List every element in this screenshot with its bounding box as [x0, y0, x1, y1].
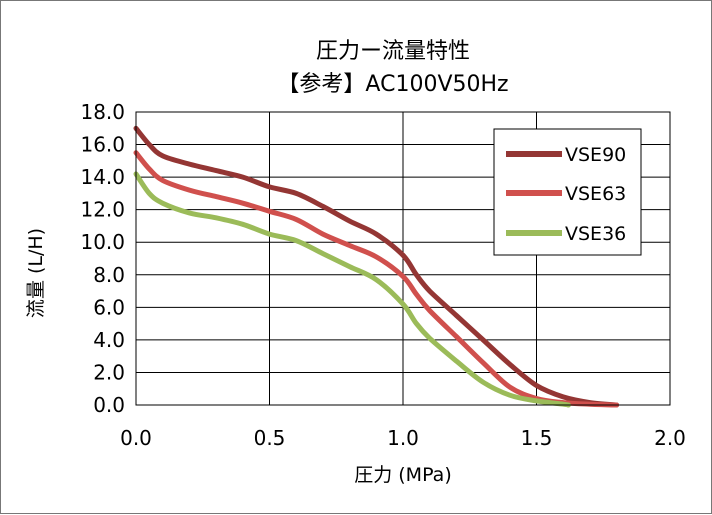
y-tick-label: 4.0: [93, 328, 125, 352]
x-tick-label: 1.0: [387, 426, 419, 450]
series-layer: [133, 125, 620, 408]
y-tick-label: 16.0: [80, 133, 125, 157]
plot-area-frame: [135, 111, 671, 406]
x-tick-label: 0.5: [254, 426, 286, 450]
y-tick-label: 18.0: [80, 100, 125, 124]
series-line-vse63: [133, 150, 620, 408]
x-tick-label: 0.0: [120, 426, 152, 450]
axis-layer: 0.0 2.0 4.0 6.0 8.0 10.0 12.0 14.0 16.0 18.0 0.0 0.…: [80, 100, 685, 450]
legend-label-vse63: VSE63: [565, 183, 626, 205]
y-tick-label: 12.0: [80, 198, 125, 222]
y-tick-label: 8.0: [93, 263, 125, 287]
y-tick-label: 10.0: [80, 230, 125, 254]
y-tick-label: 14.0: [80, 165, 125, 189]
x-axis-label: 圧力 (MPa): [354, 464, 452, 486]
legend: VSE90 VSE63 VSE36: [493, 128, 642, 256]
y-tick-label: 2.0: [93, 360, 125, 384]
series-line-vse36: [133, 171, 571, 408]
y-axis-label: 流量 (L/H): [25, 228, 47, 318]
legend-label-vse90: VSE90: [565, 144, 626, 166]
chart-subtitle: 【参考】AC100V50Hz: [277, 72, 508, 97]
chart-title: 圧力ー流量特性: [316, 39, 470, 64]
x-tick-label: 2.0: [654, 426, 686, 450]
y-tick-label: 6.0: [93, 295, 125, 319]
y-tick-label: 0.0: [93, 393, 125, 417]
legend-label-vse36: VSE36: [565, 223, 626, 245]
series-line-vse90: [133, 125, 620, 408]
x-tick-label: 1.5: [521, 426, 553, 450]
